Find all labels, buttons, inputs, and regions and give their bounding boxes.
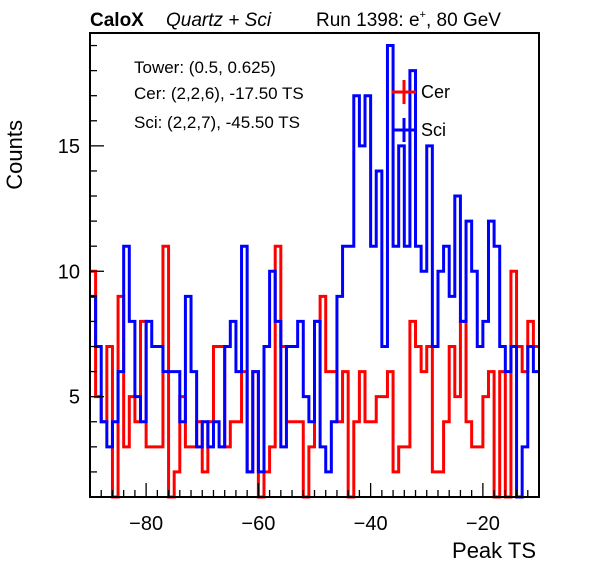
- ticks-layer: −80 −60 −40 −20 5 10 15: [58, 44, 529, 535]
- info-tower: Tower: (0.5, 0.625): [134, 58, 276, 77]
- x-tick-label: −60: [241, 513, 275, 535]
- x-axis-label: Peak TS: [452, 538, 536, 563]
- brand-label: CaloX: [90, 10, 144, 31]
- legend-label: Sci: [421, 120, 446, 140]
- run-suffix: , 80 GeV: [426, 10, 501, 31]
- series-line-sci: [90, 44, 539, 499]
- y-tick-label: 10: [58, 261, 80, 283]
- subtitle-label: Quartz + Sci: [166, 10, 272, 31]
- y-tick-label: 5: [69, 387, 80, 409]
- legend: Cer Sci: [392, 80, 450, 142]
- y-tick-label: 15: [58, 136, 80, 158]
- x-tick-label: −80: [129, 513, 163, 535]
- run-sup: +: [420, 9, 426, 21]
- x-tick-label: −20: [466, 513, 500, 535]
- legend-entry-sci: Sci: [392, 118, 446, 142]
- info-cer: Cer: (2,2,6), -17.50 TS: [134, 84, 304, 103]
- info-sci: Sci: (2,2,7), -45.50 TS: [134, 113, 300, 132]
- legend-label: Cer: [421, 82, 450, 102]
- series-sci: [90, 44, 539, 499]
- run-label: Run 1398: e+, 80 GeV: [316, 9, 501, 31]
- y-axis-label: Counts: [2, 120, 27, 190]
- run-prefix: Run 1398: e: [316, 10, 420, 31]
- series-layer: [90, 44, 539, 499]
- x-tick-label: −40: [354, 513, 388, 535]
- legend-entry-cer: Cer: [392, 80, 450, 104]
